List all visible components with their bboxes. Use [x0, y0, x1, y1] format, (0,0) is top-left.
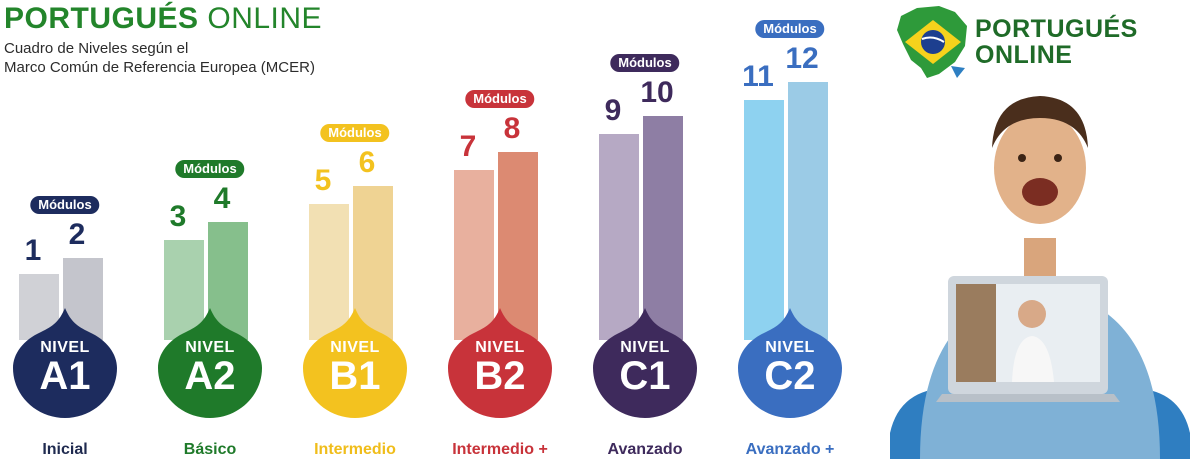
module-number: 12 — [785, 42, 819, 75]
level-drop-badge: NIVEL A1 — [13, 308, 117, 418]
brand-text: PORTUGUÉS ONLINE — [975, 16, 1138, 68]
level-a2: 3 4 Módulos NIVEL A2 Básico — [150, 0, 270, 459]
nivel-label: NIVEL — [40, 339, 90, 356]
level-drop-badge: NIVEL A2 — [158, 308, 262, 418]
level-label: Intermedio — [314, 441, 396, 458]
subtitle-line-1: Cuadro de Niveles según el — [4, 40, 189, 57]
module-number: 11 — [742, 60, 774, 93]
level-code: C2 — [764, 354, 816, 398]
module-number: 9 — [604, 94, 622, 127]
level-code: B1 — [329, 354, 381, 398]
nivel-label: NIVEL — [185, 339, 235, 356]
modules-badge: Módulos — [175, 160, 245, 178]
module-number: 1 — [24, 234, 42, 267]
module-bar — [164, 240, 204, 340]
module-bar — [643, 116, 683, 340]
level-b2: 7 8 Módulos NIVEL B2 Intermedio + — [440, 0, 560, 459]
page-subtitle: Cuadro de Niveles según el Marco Común d… — [4, 39, 322, 77]
level-label: Inicial — [42, 441, 88, 458]
level-drop-badge: NIVEL C2 — [738, 308, 842, 418]
module-number: 2 — [68, 218, 86, 251]
modules-badge: Módulos — [30, 196, 100, 214]
level-b1: 5 6 Módulos NIVEL B1 Intermedio — [295, 0, 415, 459]
module-bar — [599, 134, 639, 340]
brazil-map-flag-icon — [897, 6, 967, 78]
brand-line-1: PORTUGUÉS — [975, 15, 1138, 43]
nivel-label: NIVEL — [330, 339, 380, 356]
modules-badge: Módulos — [610, 54, 680, 72]
module-bar — [498, 152, 538, 340]
module-bar — [353, 186, 393, 340]
level-drop-badge: NIVEL B2 — [448, 308, 552, 418]
nivel-label: NIVEL — [475, 339, 525, 356]
level-label: Avanzado + — [745, 441, 835, 458]
module-number: 10 — [640, 76, 674, 109]
subtitle-line-2: Marco Común de Referencia Europea (MCER) — [4, 59, 315, 76]
level-code: B2 — [474, 354, 526, 398]
level-label: Intermedio + — [452, 441, 548, 458]
level-drop-badge: NIVEL C1 — [593, 308, 697, 418]
title-bold: PORTUGUÉS — [4, 2, 199, 35]
module-number: 4 — [213, 182, 231, 215]
module-number: 6 — [358, 146, 376, 179]
module-bar — [744, 100, 784, 340]
level-code: C1 — [619, 354, 671, 398]
level-code: A2 — [184, 354, 236, 398]
header: PORTUGUÉS ONLINE Cuadro de Niveles según… — [4, 2, 322, 77]
level-label: Básico — [183, 441, 237, 458]
module-number: 7 — [459, 130, 477, 163]
student-with-laptop-photo — [880, 88, 1200, 459]
level-label: Avanzado — [607, 441, 683, 458]
brand-logo: PORTUGUÉS ONLINE — [895, 4, 1195, 80]
level-code: A1 — [39, 354, 91, 398]
module-bar — [788, 82, 828, 340]
modules-badge: Módulos — [755, 20, 825, 38]
level-c1: 9 10 Módulos NIVEL C1 Avanzado — [585, 0, 705, 459]
page-title: PORTUGUÉS ONLINE — [4, 2, 322, 36]
modules-badge: Módulos — [320, 124, 390, 142]
module-number: 5 — [314, 164, 332, 197]
title-light: ONLINE — [198, 2, 323, 35]
level-drop-badge: NIVEL B1 — [303, 308, 407, 418]
module-bar — [454, 170, 494, 340]
module-bar — [309, 204, 349, 340]
brand-line-2: ONLINE — [975, 41, 1073, 69]
module-number: 8 — [503, 112, 521, 145]
nivel-label: NIVEL — [765, 339, 815, 356]
modules-badge: Módulos — [465, 90, 535, 108]
level-a1: 1 2 Módulos NIVEL A1 Inicial — [5, 0, 125, 459]
nivel-label: NIVEL — [620, 339, 670, 356]
level-c2: 11 12 Módulos NIVEL C2 Avanzado + — [730, 0, 850, 459]
module-number: 3 — [169, 200, 187, 233]
